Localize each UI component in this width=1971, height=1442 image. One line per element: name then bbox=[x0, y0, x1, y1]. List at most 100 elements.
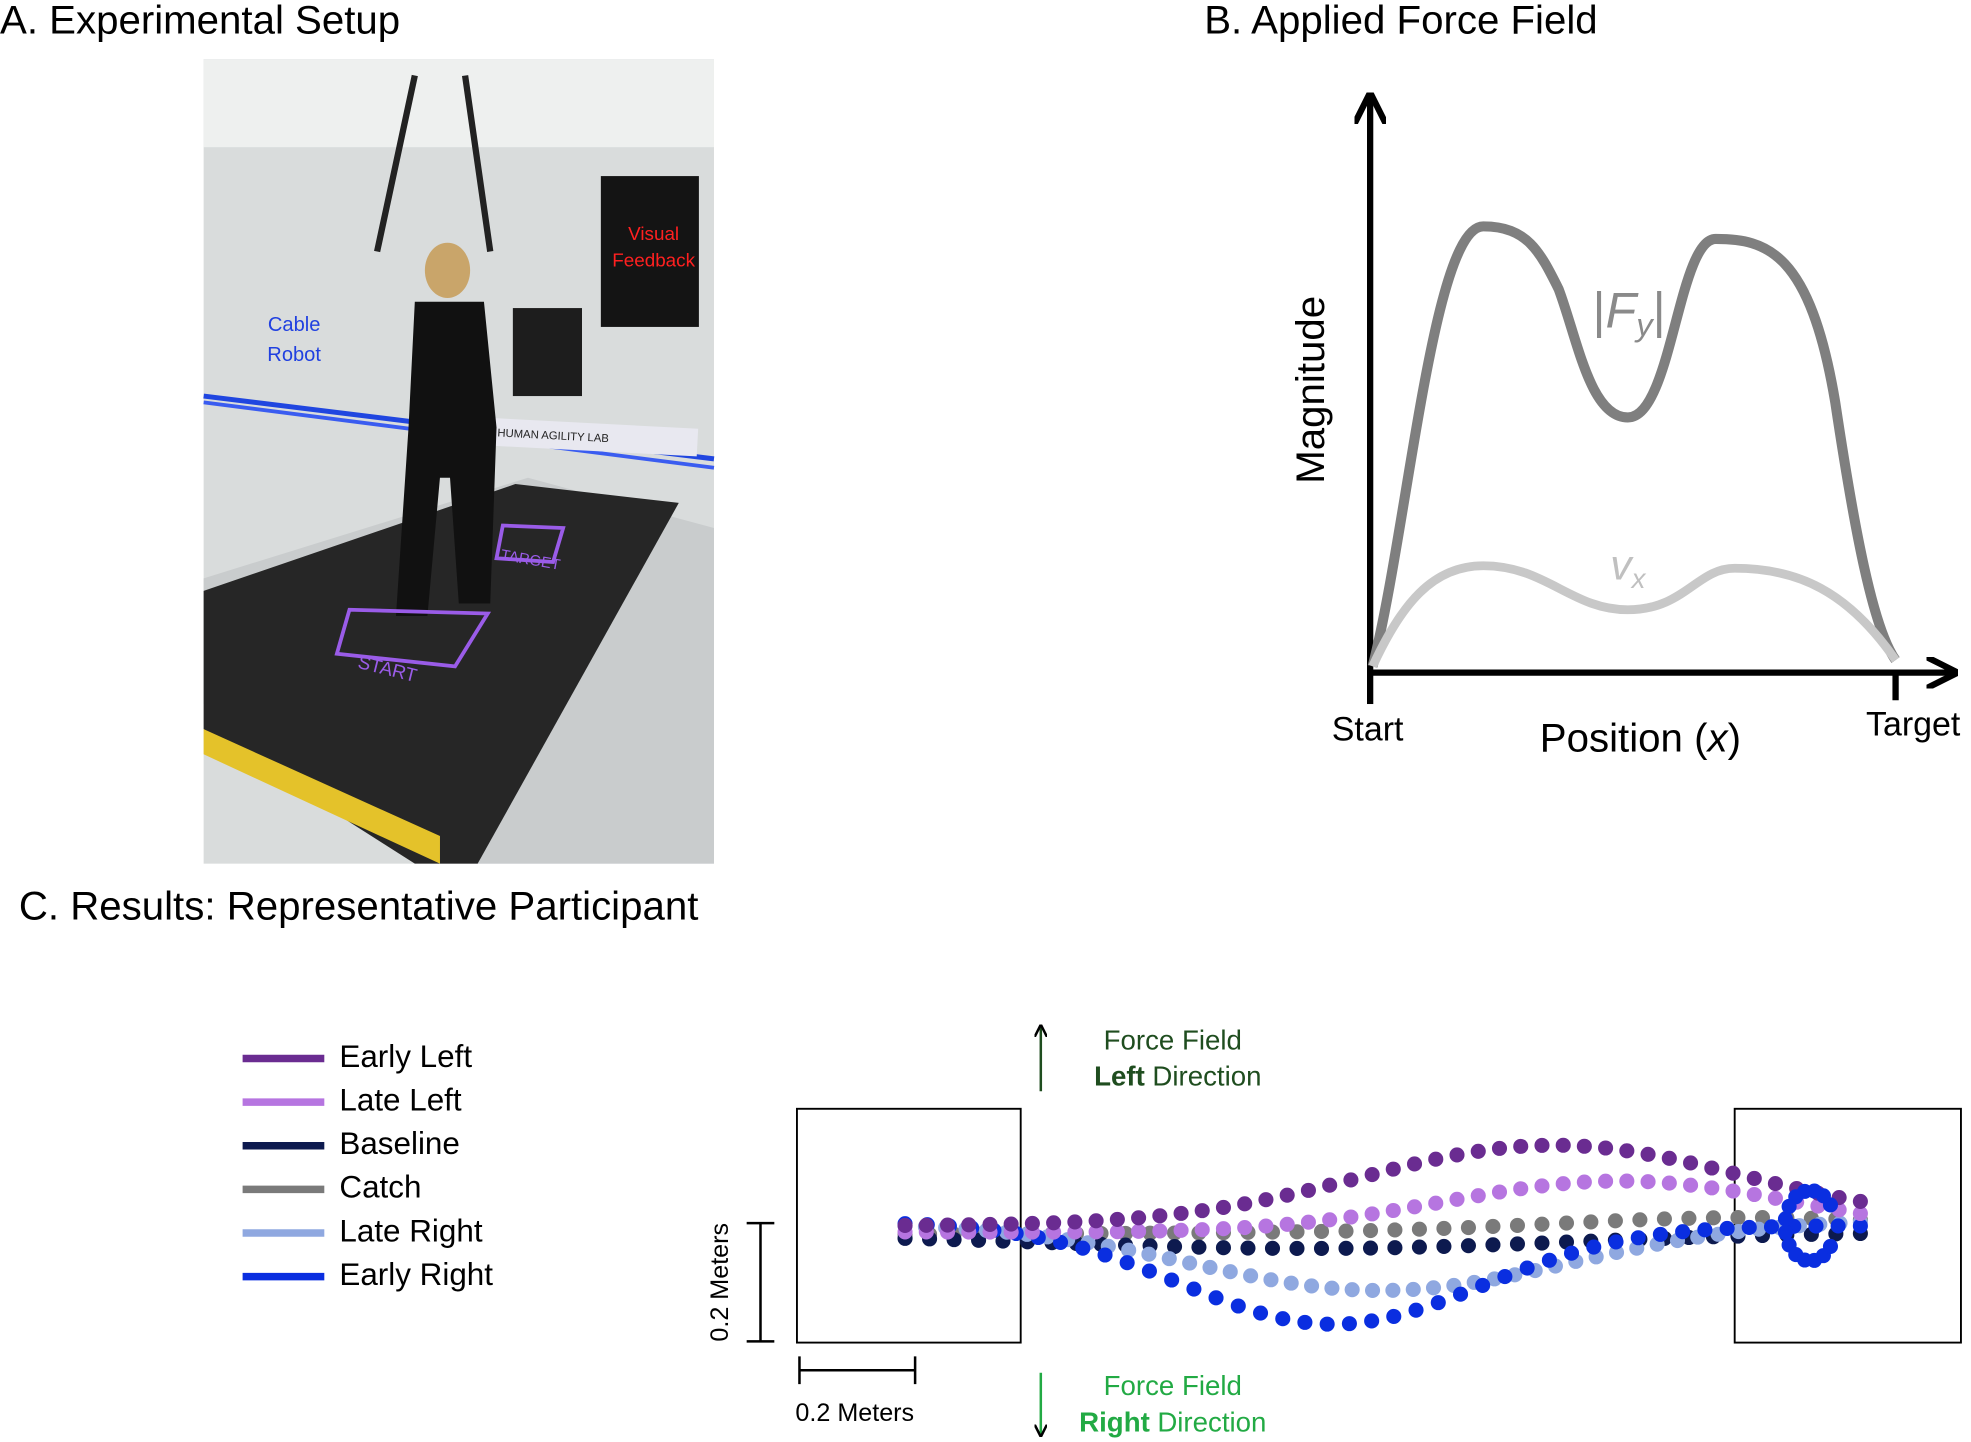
trajectory-dot bbox=[1088, 1224, 1104, 1240]
trajectory-dot bbox=[1279, 1216, 1295, 1232]
trajectory-dot bbox=[1304, 1278, 1320, 1294]
head bbox=[424, 242, 471, 299]
trajectory-dot bbox=[1240, 1240, 1256, 1256]
photo-label: Visual bbox=[628, 223, 679, 244]
y-axis-label: Magnitude bbox=[1288, 296, 1333, 484]
left-arrow-rest: Direction bbox=[1152, 1061, 1261, 1092]
trajectory-dot bbox=[918, 1217, 934, 1233]
trajectory-dot bbox=[1252, 1305, 1269, 1321]
trajectory-dot bbox=[1491, 1184, 1508, 1200]
trajectory-dot bbox=[1558, 1215, 1575, 1231]
legend-label: Baseline bbox=[339, 1126, 459, 1161]
trajectory-dot bbox=[1541, 1252, 1557, 1268]
trajectory-dot bbox=[1534, 1235, 1550, 1251]
trajectory-dot bbox=[1619, 1173, 1635, 1189]
trajectory-dot bbox=[1470, 1188, 1486, 1204]
trajectory-dot bbox=[1452, 1286, 1469, 1302]
trajectory-dot bbox=[1243, 1268, 1259, 1284]
start-label: Start bbox=[1332, 711, 1404, 749]
trajectory-dot bbox=[982, 1216, 998, 1232]
trajectory-dot bbox=[1167, 1239, 1183, 1255]
trajectory-dot bbox=[1563, 1245, 1580, 1261]
trajectory-dot bbox=[1362, 1223, 1379, 1239]
trajectory-dot bbox=[1555, 1176, 1571, 1192]
trajectory-dot bbox=[1513, 1138, 1529, 1154]
trajectory-dot bbox=[1449, 1191, 1465, 1207]
harness-cables bbox=[374, 74, 494, 253]
trajectory-dot bbox=[1632, 1212, 1648, 1228]
trajectory-dot bbox=[1640, 1174, 1656, 1190]
trajectory-dot bbox=[1852, 1218, 1868, 1234]
trajectory-dot bbox=[961, 1217, 977, 1233]
trajectory-dot bbox=[1852, 1205, 1868, 1222]
trajectory-dot bbox=[1338, 1240, 1354, 1256]
trajectory-dot bbox=[1191, 1239, 1207, 1255]
trajectory-dot bbox=[1364, 1166, 1380, 1183]
velocity-label-subscript: x bbox=[1630, 563, 1647, 594]
trajectory-dot bbox=[1182, 1255, 1198, 1271]
panel-b-title: B. Applied Force Field bbox=[1204, 0, 1597, 42]
trajectory-dot bbox=[1406, 1199, 1423, 1215]
trajectory-dot bbox=[1704, 1180, 1720, 1196]
trajectory-dot bbox=[1386, 1308, 1402, 1324]
x-axis-label: Position (x) bbox=[1540, 715, 1741, 760]
trajectory-dot bbox=[1152, 1223, 1168, 1239]
trajectory-dot bbox=[1385, 1282, 1401, 1298]
trajectory-dot bbox=[1202, 1259, 1218, 1275]
trajectory-dot bbox=[1719, 1220, 1735, 1236]
trajectory-dot bbox=[1319, 1316, 1335, 1332]
trajectory-dot bbox=[1741, 1219, 1757, 1235]
trajectory-dot bbox=[1237, 1220, 1253, 1236]
trajectory-dot bbox=[1491, 1140, 1508, 1156]
trajectory-dot bbox=[1141, 1246, 1157, 1262]
trajectory-dot bbox=[1607, 1213, 1623, 1229]
trajectory-dot bbox=[1460, 1238, 1476, 1254]
trajectory-dot bbox=[1067, 1214, 1083, 1230]
force-label-subscript: y bbox=[1634, 306, 1654, 343]
trajectory-dot bbox=[1194, 1222, 1210, 1238]
trajectory-dot bbox=[1470, 1143, 1486, 1159]
trajectory-dot bbox=[1746, 1186, 1762, 1203]
trajectory-dot bbox=[1364, 1282, 1381, 1298]
trajectory-dot bbox=[1075, 1240, 1091, 1256]
vertical-scale-label: 0.2 Meters bbox=[706, 1223, 734, 1342]
trajectory-dot bbox=[1661, 1150, 1677, 1166]
trajectory-dot bbox=[1119, 1255, 1135, 1271]
trajectory-dot bbox=[1152, 1208, 1168, 1224]
legend-label: Early Left bbox=[339, 1039, 472, 1074]
panel-a-title: A. Experimental Setup bbox=[0, 0, 400, 42]
trajectory-dot bbox=[1258, 1218, 1274, 1234]
horizontal-scale-bar bbox=[798, 1356, 917, 1385]
legend-label: Late Left bbox=[339, 1082, 462, 1117]
trajectory-dot bbox=[1322, 1177, 1338, 1193]
trajectory-dot bbox=[1534, 1178, 1550, 1194]
trajectory-dot bbox=[1313, 1223, 1330, 1240]
trajectory-dot bbox=[1406, 1156, 1423, 1172]
trajectory-dot bbox=[1534, 1137, 1550, 1153]
trajectory-dot bbox=[1215, 1199, 1231, 1216]
trajectory-dot bbox=[1781, 1198, 1797, 1215]
monitor bbox=[600, 176, 699, 327]
right-arrow-label: Force Field bbox=[1104, 1370, 1242, 1401]
trajectory-dot bbox=[1164, 1272, 1180, 1288]
trajectory-dot bbox=[1364, 1313, 1380, 1329]
trajectory-dot bbox=[1583, 1214, 1599, 1230]
trajectory-dot bbox=[1485, 1218, 1501, 1234]
trajectory-dot bbox=[1024, 1215, 1040, 1231]
trajectory-dot bbox=[1830, 1218, 1846, 1234]
trajectory-dot bbox=[1362, 1240, 1379, 1256]
trajectory-dot bbox=[1822, 1238, 1839, 1254]
trajectory-dot bbox=[1652, 1226, 1668, 1242]
velocity-curve bbox=[1368, 561, 1900, 669]
trajectory-dot bbox=[1344, 1282, 1360, 1298]
trajectory-dot bbox=[1121, 1242, 1137, 1258]
trajectory-dot bbox=[1297, 1314, 1313, 1330]
trajectory-dot bbox=[1619, 1143, 1635, 1159]
treadmill bbox=[203, 484, 679, 864]
trajectory-dot bbox=[1586, 1239, 1602, 1255]
trajectory-dot bbox=[1730, 1209, 1746, 1226]
trajectory-dot bbox=[1534, 1216, 1550, 1232]
trajectory-dot bbox=[1408, 1302, 1424, 1318]
trajectory-dot bbox=[1405, 1281, 1421, 1297]
trajectory-dot bbox=[1681, 1210, 1697, 1226]
